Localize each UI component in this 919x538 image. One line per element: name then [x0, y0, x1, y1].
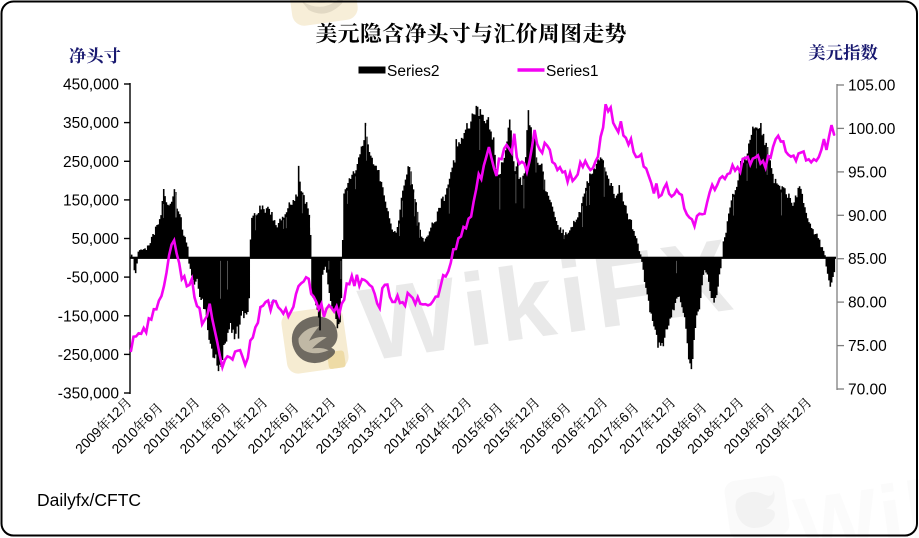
svg-text:85.00: 85.00: [848, 251, 887, 268]
svg-text:90.00: 90.00: [848, 208, 887, 225]
svg-text:Series2: Series2: [387, 63, 440, 80]
svg-text:Series1: Series1: [546, 63, 599, 80]
svg-text:50,000: 50,000: [72, 231, 120, 248]
svg-text:75.00: 75.00: [848, 338, 887, 355]
svg-text:Dailyfx/CFTC: Dailyfx/CFTC: [37, 490, 141, 510]
svg-text:250,000: 250,000: [63, 154, 119, 171]
svg-text:450,000: 450,000: [63, 77, 119, 94]
svg-text:70.00: 70.00: [848, 382, 887, 399]
svg-text:350,000: 350,000: [63, 115, 119, 132]
svg-text:80.00: 80.00: [848, 295, 887, 312]
svg-text:-350,000: -350,000: [58, 386, 120, 403]
svg-text:100.00: 100.00: [848, 121, 896, 138]
svg-text:150,000: 150,000: [63, 192, 119, 209]
svg-text:-250,000: -250,000: [58, 347, 120, 364]
svg-text:105.00: 105.00: [848, 78, 896, 95]
svg-text:-150,000: -150,000: [58, 308, 120, 325]
svg-text:95.00: 95.00: [848, 164, 887, 181]
svg-text:-50,000: -50,000: [66, 270, 119, 287]
